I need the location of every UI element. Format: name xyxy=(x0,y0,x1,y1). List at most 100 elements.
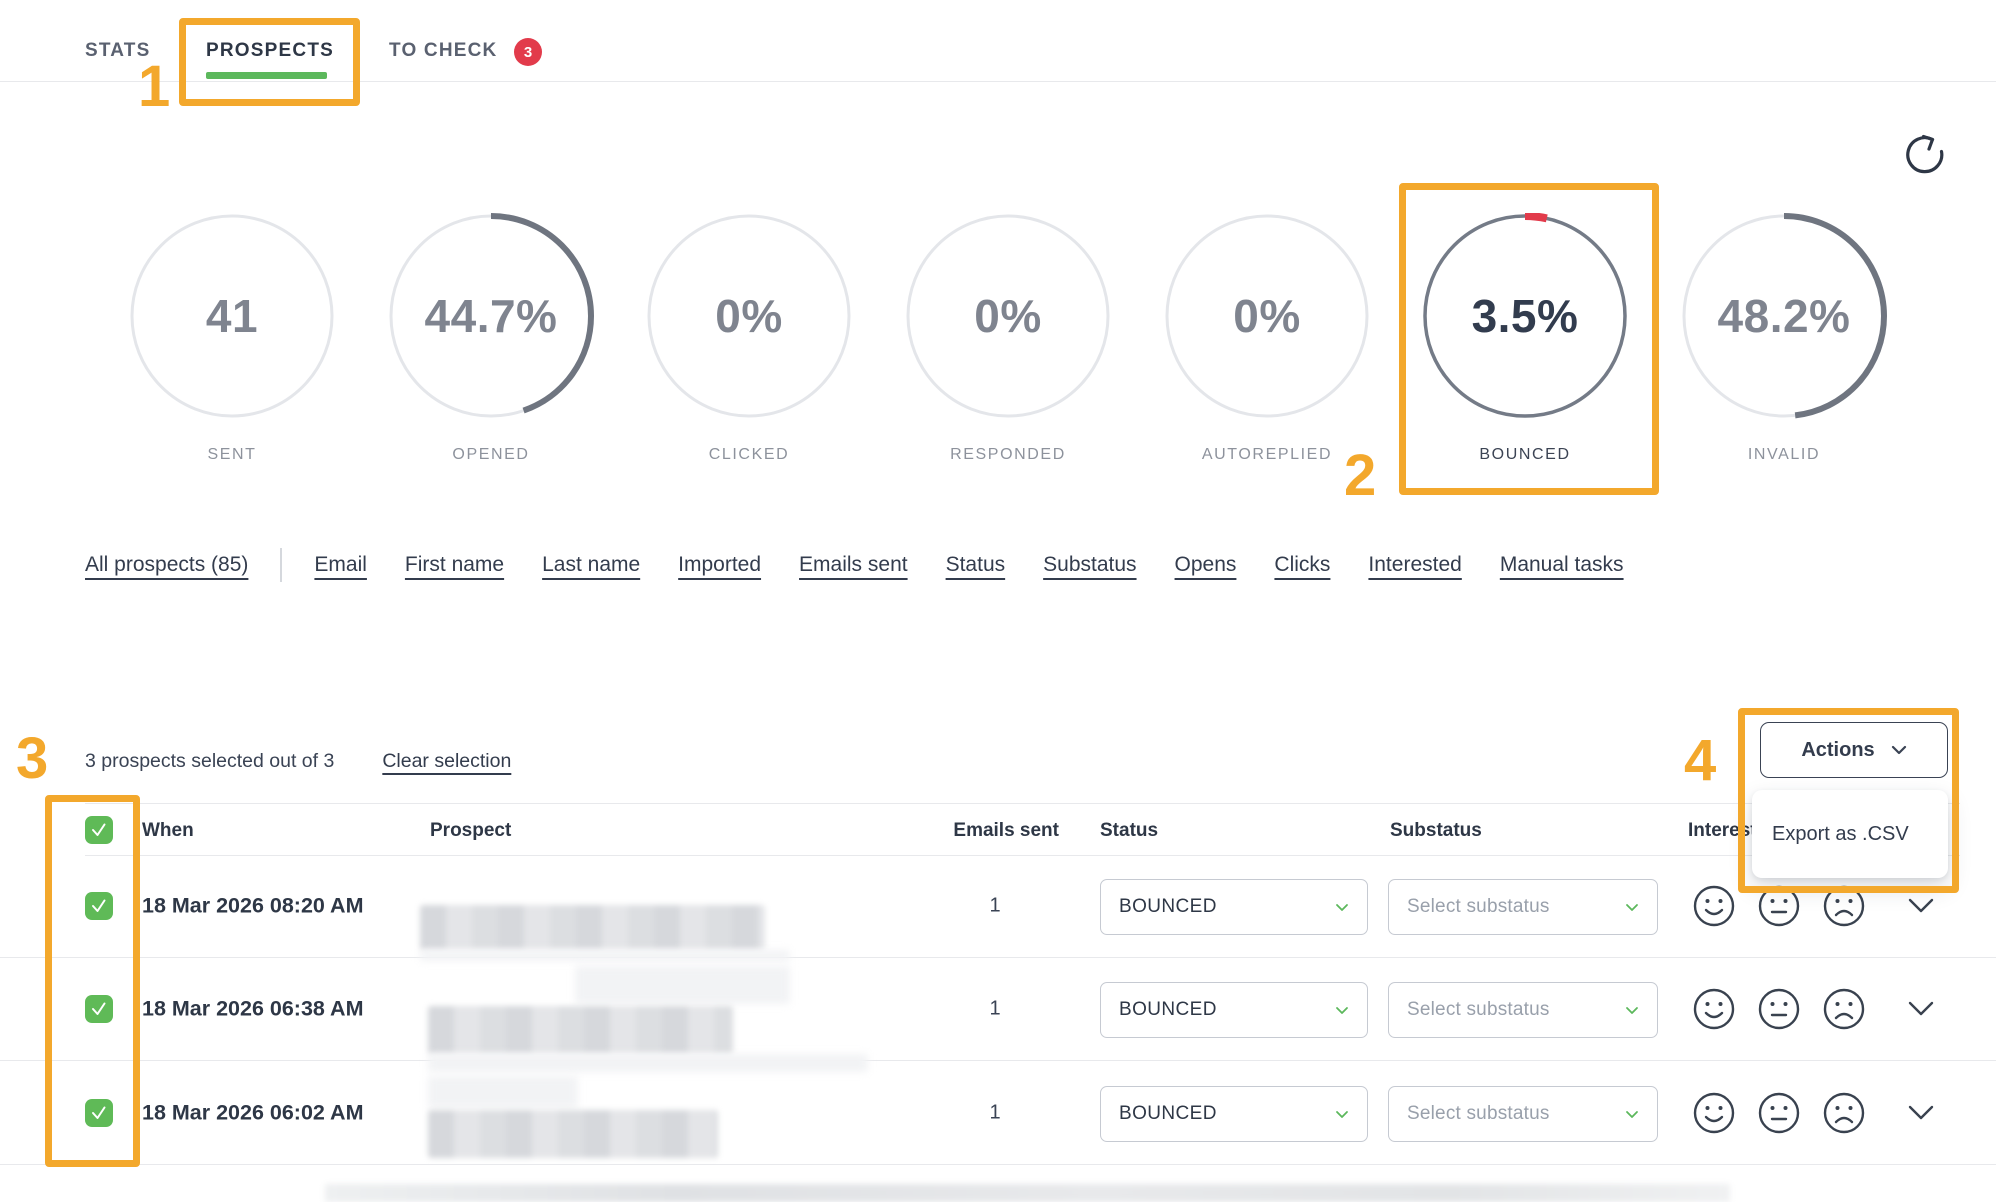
column-header-emails-sent[interactable]: Emails sent xyxy=(953,820,1059,841)
status-select[interactable]: BOUNCED xyxy=(1100,1086,1368,1142)
row-checkbox[interactable] xyxy=(85,1099,113,1127)
chevron-down-icon xyxy=(1336,903,1348,911)
stat-value: 3.5% xyxy=(1471,290,1579,342)
interested-sad-button[interactable] xyxy=(1822,1091,1866,1135)
redacted-prospect-name xyxy=(420,905,765,950)
sad-face-icon xyxy=(1823,988,1865,1030)
chevron-down-icon xyxy=(1626,1006,1638,1014)
tab-stats[interactable]: STATS xyxy=(85,40,151,61)
stat-value: 44.7% xyxy=(424,290,558,342)
selection-bar: 3 prospects selected out of 3 Clear sele… xyxy=(85,750,511,773)
interested-happy-button[interactable] xyxy=(1692,1091,1736,1135)
sad-face-icon xyxy=(1823,1092,1865,1134)
substatus-select-placeholder: Select substatus xyxy=(1407,999,1550,1020)
row-expand-button[interactable] xyxy=(1906,1104,1936,1122)
row-expand-button[interactable] xyxy=(1906,897,1936,915)
chevron-down-icon xyxy=(1908,1105,1934,1120)
filter-opens[interactable]: Opens xyxy=(1174,553,1237,576)
actions-button[interactable]: Actions xyxy=(1760,722,1948,778)
clear-selection-link[interactable]: Clear selection xyxy=(382,750,512,772)
column-header-when[interactable]: When xyxy=(142,820,194,841)
table-row: 18 Mar 2026 06:38 AM 1 BOUNCED Select su… xyxy=(0,958,1996,1061)
stat-label: INVALID xyxy=(1747,446,1821,463)
ring-chart xyxy=(647,214,851,418)
filter-emails-sent[interactable]: Emails sent xyxy=(799,553,908,576)
select-all-checkbox[interactable] xyxy=(85,816,113,844)
interested-neutral-button[interactable] xyxy=(1757,1091,1801,1135)
interested-neutral-button[interactable] xyxy=(1757,884,1801,928)
filter-interested[interactable]: Interested xyxy=(1368,553,1462,576)
check-icon xyxy=(92,1002,106,1015)
filter-last-name[interactable]: Last name xyxy=(542,553,641,576)
neutral-face-icon xyxy=(1758,885,1800,927)
menu-item-export-csv[interactable]: Export as .CSV xyxy=(1772,822,1909,845)
refresh-icon xyxy=(1906,134,1944,174)
status-select[interactable]: BOUNCED xyxy=(1100,982,1368,1038)
row-checkbox[interactable] xyxy=(85,995,113,1023)
stat-value: 0% xyxy=(974,290,1042,342)
stat-label: CLICKED xyxy=(708,446,790,463)
interested-happy-button[interactable] xyxy=(1692,987,1736,1031)
stat-invalid: 48.2% INVALID xyxy=(1655,213,1913,464)
annotation-box-1 xyxy=(179,18,360,106)
stat-sent: 41 SENT xyxy=(103,213,361,464)
redacted-prospect-name xyxy=(428,1006,733,1054)
redacted-prospect-name xyxy=(428,1054,868,1072)
stat-value: 0% xyxy=(1233,290,1301,342)
filter-status[interactable]: Status xyxy=(945,553,1006,576)
filter-substatus[interactable]: Substatus xyxy=(1043,553,1137,576)
column-header-status[interactable]: Status xyxy=(1100,820,1159,841)
stat-label: AUTOREPLIED xyxy=(1201,446,1333,463)
redacted-prospect-name xyxy=(420,950,790,961)
status-select[interactable]: BOUNCED xyxy=(1100,879,1368,935)
interested-neutral-button[interactable] xyxy=(1757,987,1801,1031)
stat-label: OPENED xyxy=(452,446,530,463)
filters-divider xyxy=(280,548,283,582)
filter-manual-tasks[interactable]: Manual tasks xyxy=(1499,553,1624,576)
interested-sad-button[interactable] xyxy=(1822,884,1866,928)
stat-label: RESPONDED xyxy=(950,446,1066,463)
chevron-down-icon xyxy=(1908,1001,1934,1016)
interested-happy-button[interactable] xyxy=(1692,884,1736,928)
status-select-value: BOUNCED xyxy=(1119,1103,1217,1124)
substatus-select[interactable]: Select substatus xyxy=(1388,879,1658,935)
substatus-select[interactable]: Select substatus xyxy=(1388,1086,1658,1142)
interested-sad-button[interactable] xyxy=(1822,987,1866,1031)
redacted-prospect-name xyxy=(428,1076,578,1108)
chevron-down-icon xyxy=(1336,1006,1348,1014)
prospect-filters: All prospects (85) Email First name Last… xyxy=(85,548,1624,582)
stat-value: 41 xyxy=(205,290,259,342)
ring-chart xyxy=(388,213,594,419)
tab-to-check[interactable]: TO CHECK xyxy=(389,40,498,61)
filter-all-prospects[interactable]: All prospects (85) xyxy=(85,553,249,576)
column-header-substatus[interactable]: Substatus xyxy=(1390,820,1482,841)
chevron-down-icon xyxy=(1908,898,1934,913)
filter-imported[interactable]: Imported xyxy=(678,553,762,576)
selection-summary: 3 prospects selected out of 3 xyxy=(85,750,335,772)
status-select-value: BOUNCED xyxy=(1119,999,1217,1020)
filter-clicks[interactable]: Clicks xyxy=(1274,553,1331,576)
chevron-down-icon xyxy=(1626,903,1638,911)
filter-email[interactable]: Email xyxy=(314,553,367,576)
row-when: 18 Mar 2026 08:20 AM xyxy=(142,893,364,918)
row-when: 18 Mar 2026 06:02 AM xyxy=(142,1100,364,1125)
filter-first-name[interactable]: First name xyxy=(404,553,505,576)
ring-chart xyxy=(1681,213,1887,419)
row-expand-button[interactable] xyxy=(1906,1000,1936,1018)
row-checkbox[interactable] xyxy=(85,892,113,920)
check-icon xyxy=(92,1106,106,1119)
row-emails-sent: 1 xyxy=(989,997,1001,1020)
column-header-prospect[interactable]: Prospect xyxy=(430,820,512,841)
tab-prospects[interactable]: PROSPECTS xyxy=(206,40,334,61)
annotation-number-3: 3 xyxy=(16,726,49,791)
ring-chart xyxy=(1165,214,1369,418)
check-icon xyxy=(92,823,106,836)
stat-autoreplied: 0% AUTOREPLIED xyxy=(1138,213,1396,464)
row-emails-sent: 1 xyxy=(989,894,1001,917)
refresh-button[interactable] xyxy=(1898,128,1950,180)
substatus-select-placeholder: Select substatus xyxy=(1407,1103,1550,1124)
substatus-select[interactable]: Select substatus xyxy=(1388,982,1658,1038)
actions-dropdown-menu: Export as .CSV xyxy=(1752,790,1948,878)
active-tab-underline xyxy=(206,72,327,79)
